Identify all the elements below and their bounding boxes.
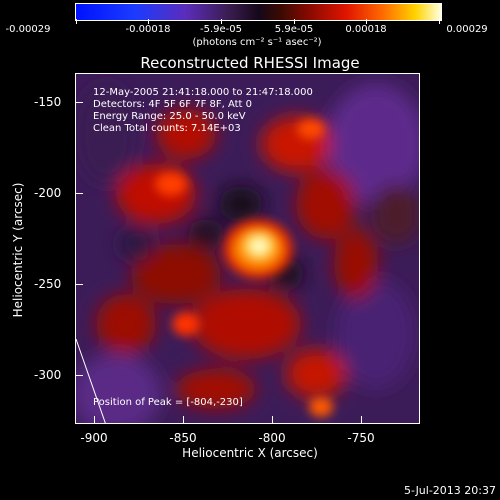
colorbar-tick-label: -0.00029 <box>5 24 51 35</box>
x-tick <box>94 416 95 424</box>
y-tick-label: -300 <box>34 368 62 382</box>
x-tick <box>361 416 362 424</box>
y-tick <box>75 102 83 103</box>
info-line: Detectors: 4F 5F 6F 7F 8F, Att 0 <box>93 99 253 110</box>
y-tick <box>75 375 83 376</box>
x-tick-label: -800 <box>258 431 286 445</box>
colorbar-tick-label: 0.00029 <box>446 24 488 35</box>
x-tick-label: -850 <box>169 431 197 445</box>
colorbar-tick <box>76 19 77 24</box>
colorbar-tick <box>366 19 367 24</box>
x-tick <box>272 416 273 424</box>
colorbar-tick <box>439 19 440 24</box>
x-axis-title: Heliocentric X (arcsec) <box>182 446 318 460</box>
colorbar-tick-label: -0.00018 <box>125 24 171 35</box>
y-tick <box>75 284 83 285</box>
colorbar-tick <box>148 19 149 24</box>
peak-position-label: Position of Peak = [-804,-230] <box>93 397 243 408</box>
footer-timestamp: 5-Jul-2013 20:37 <box>403 484 496 497</box>
x-tick <box>183 416 184 424</box>
y-tick-label: -200 <box>34 186 62 200</box>
colorbar-tick-label: 0.00018 <box>345 24 387 35</box>
colorbar-tick-label: 5.9e-05 <box>274 24 314 35</box>
rhessi-image <box>76 74 419 423</box>
image-plot-frame: 12-May-2005 21:41:18.000 to 21:47:18.000… <box>75 73 420 424</box>
y-tick <box>75 193 83 194</box>
plot-title: Reconstructed RHESSI Image <box>140 54 360 72</box>
colorbar <box>75 3 442 21</box>
info-line: Clean Total counts: 7.14E+03 <box>93 123 241 134</box>
info-line: 12-May-2005 21:41:18.000 to 21:47:18.000 <box>93 87 313 98</box>
colorbar-tick <box>221 19 222 24</box>
x-tick-label: -750 <box>347 431 375 445</box>
colorbar-tick-label: -5.9e-05 <box>200 24 242 35</box>
colorbar-units-label: (photons cm⁻² s⁻¹ asec⁻²) <box>192 37 322 48</box>
y-tick-label: -250 <box>34 277 62 291</box>
colorbar-tick <box>294 19 295 24</box>
y-tick-label: -150 <box>34 95 62 109</box>
y-axis-title: Heliocentric Y (arcsec) <box>11 182 25 318</box>
info-line: Energy Range: 25.0 - 50.0 keV <box>93 111 246 122</box>
x-tick-label: -900 <box>80 431 108 445</box>
